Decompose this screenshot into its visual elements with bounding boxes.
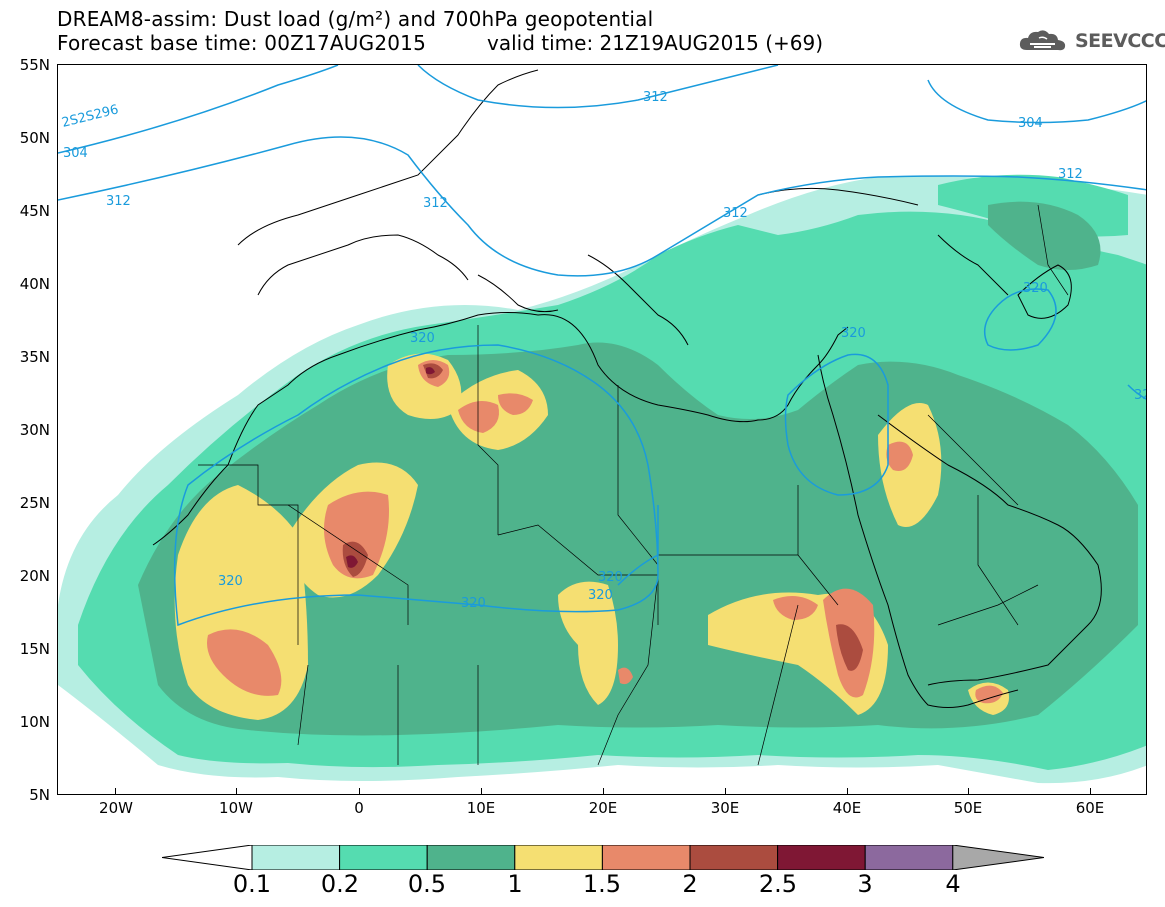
contour-label-320-levant: 320	[841, 326, 866, 341]
contour-label-304-east: 304	[1018, 116, 1043, 131]
lat-label-40n: 40N	[19, 275, 50, 293]
contour-label-320-algeria: 320	[410, 331, 435, 346]
colorbar-bin-2-5	[777, 845, 866, 870]
colorbar-bin-0-1	[251, 845, 341, 870]
lon-label-40e: 40E	[832, 799, 862, 817]
contour-label-320-caspian: 320	[1023, 281, 1048, 296]
lat-label-25n: 25N	[19, 494, 50, 512]
lat-label-45n: 45N	[19, 202, 50, 220]
dust-level-2-5	[346, 367, 435, 568]
contour-label-312-alps: 312	[423, 196, 448, 211]
colorbar-label-1-5: 1.5	[582, 870, 622, 898]
contour-label-32-edge: 32	[1134, 388, 1147, 403]
lon-label-10w: 10W	[219, 799, 253, 817]
lat-label-5n: 5N	[29, 786, 50, 804]
lat-label-10n: 10N	[19, 713, 50, 731]
colorbar-label-3: 3	[857, 870, 873, 898]
colorbar-label-1: 1	[507, 870, 523, 898]
colorbar-label-0-1: 0.1	[232, 870, 272, 898]
geopotential-contours	[58, 65, 1146, 627]
contour-label-320-mauritania: 320	[218, 574, 243, 589]
coastlines	[152, 69, 1102, 708]
lon-label-10e: 10E	[466, 799, 496, 817]
contour-label-304-west: 304	[63, 146, 88, 161]
lon-label-20w: 20W	[99, 799, 133, 817]
lon-label-50e: 50E	[953, 799, 983, 817]
seevccc-logo: SEEVCCC	[1017, 27, 1165, 55]
colorbar-label-4: 4	[945, 870, 961, 898]
colorbar	[162, 845, 1044, 870]
contour-label-312-balkans: 312	[723, 206, 748, 221]
country-borders	[198, 204, 1069, 766]
contour-label-320-chad-north: 320	[598, 570, 623, 585]
lon-label-20e: 20E	[588, 799, 618, 817]
cloud-icon	[1019, 30, 1066, 51]
contour-label-320-chad-south: 320	[588, 588, 613, 603]
colorbar-bin-1-5	[601, 845, 691, 870]
colorbar-label-0-2: 0.2	[320, 870, 360, 898]
lat-label-15n: 15N	[19, 640, 50, 658]
lon-label-0: 0	[354, 799, 364, 817]
map-title: DREAM8-assim: Dust load (g/m²) and 700hP…	[57, 7, 654, 31]
dust-load-map: 2S2S296 304 312 312 312 312 312 304 320 …	[57, 64, 1147, 795]
lon-label-30e: 30E	[710, 799, 740, 817]
logo-text: SEEVCCC	[1075, 30, 1165, 52]
forecast-base-time: Forecast base time: 00Z17AUG2015	[57, 31, 427, 55]
lat-label-55n: 55N	[19, 56, 50, 74]
lat-label-50n: 50N	[19, 129, 50, 147]
colorbar-label-0-5: 0.5	[407, 870, 447, 898]
lat-label-35n: 35N	[19, 348, 50, 366]
colorbar-label-2-5: 2.5	[758, 870, 798, 898]
contour-label-312-east: 312	[1058, 167, 1083, 182]
dust-level-1-5	[207, 360, 1003, 704]
colorbar-bin-2	[689, 845, 779, 870]
colorbar-under-arrow	[162, 845, 253, 870]
valid-time: valid time: 21Z19AUG2015 (+69)	[487, 31, 824, 55]
colorbar-bin-0-2	[339, 845, 428, 870]
contour-label-312-west: 312	[106, 194, 131, 209]
contour-label-296: 2S2S296	[60, 102, 120, 131]
colorbar-bin-3	[864, 845, 954, 870]
contour-labels: 2S2S296 304 312 312 312 312 312 304 320 …	[60, 90, 1147, 611]
colorbar-bin-1	[514, 845, 603, 870]
colorbar-over-arrow	[952, 845, 1044, 870]
contour-label-320-niger: 320	[461, 596, 486, 611]
lat-label-20n: 20N	[19, 567, 50, 585]
colorbar-label-2: 2	[682, 870, 698, 898]
colorbar-bin-0-5	[426, 845, 516, 870]
lat-label-30n: 30N	[19, 421, 50, 439]
contour-label-312-north: 312	[643, 90, 668, 105]
lon-label-60e: 60E	[1075, 799, 1105, 817]
map-canvas: 2S2S296 304 312 312 312 312 312 304 320 …	[58, 65, 1147, 784]
